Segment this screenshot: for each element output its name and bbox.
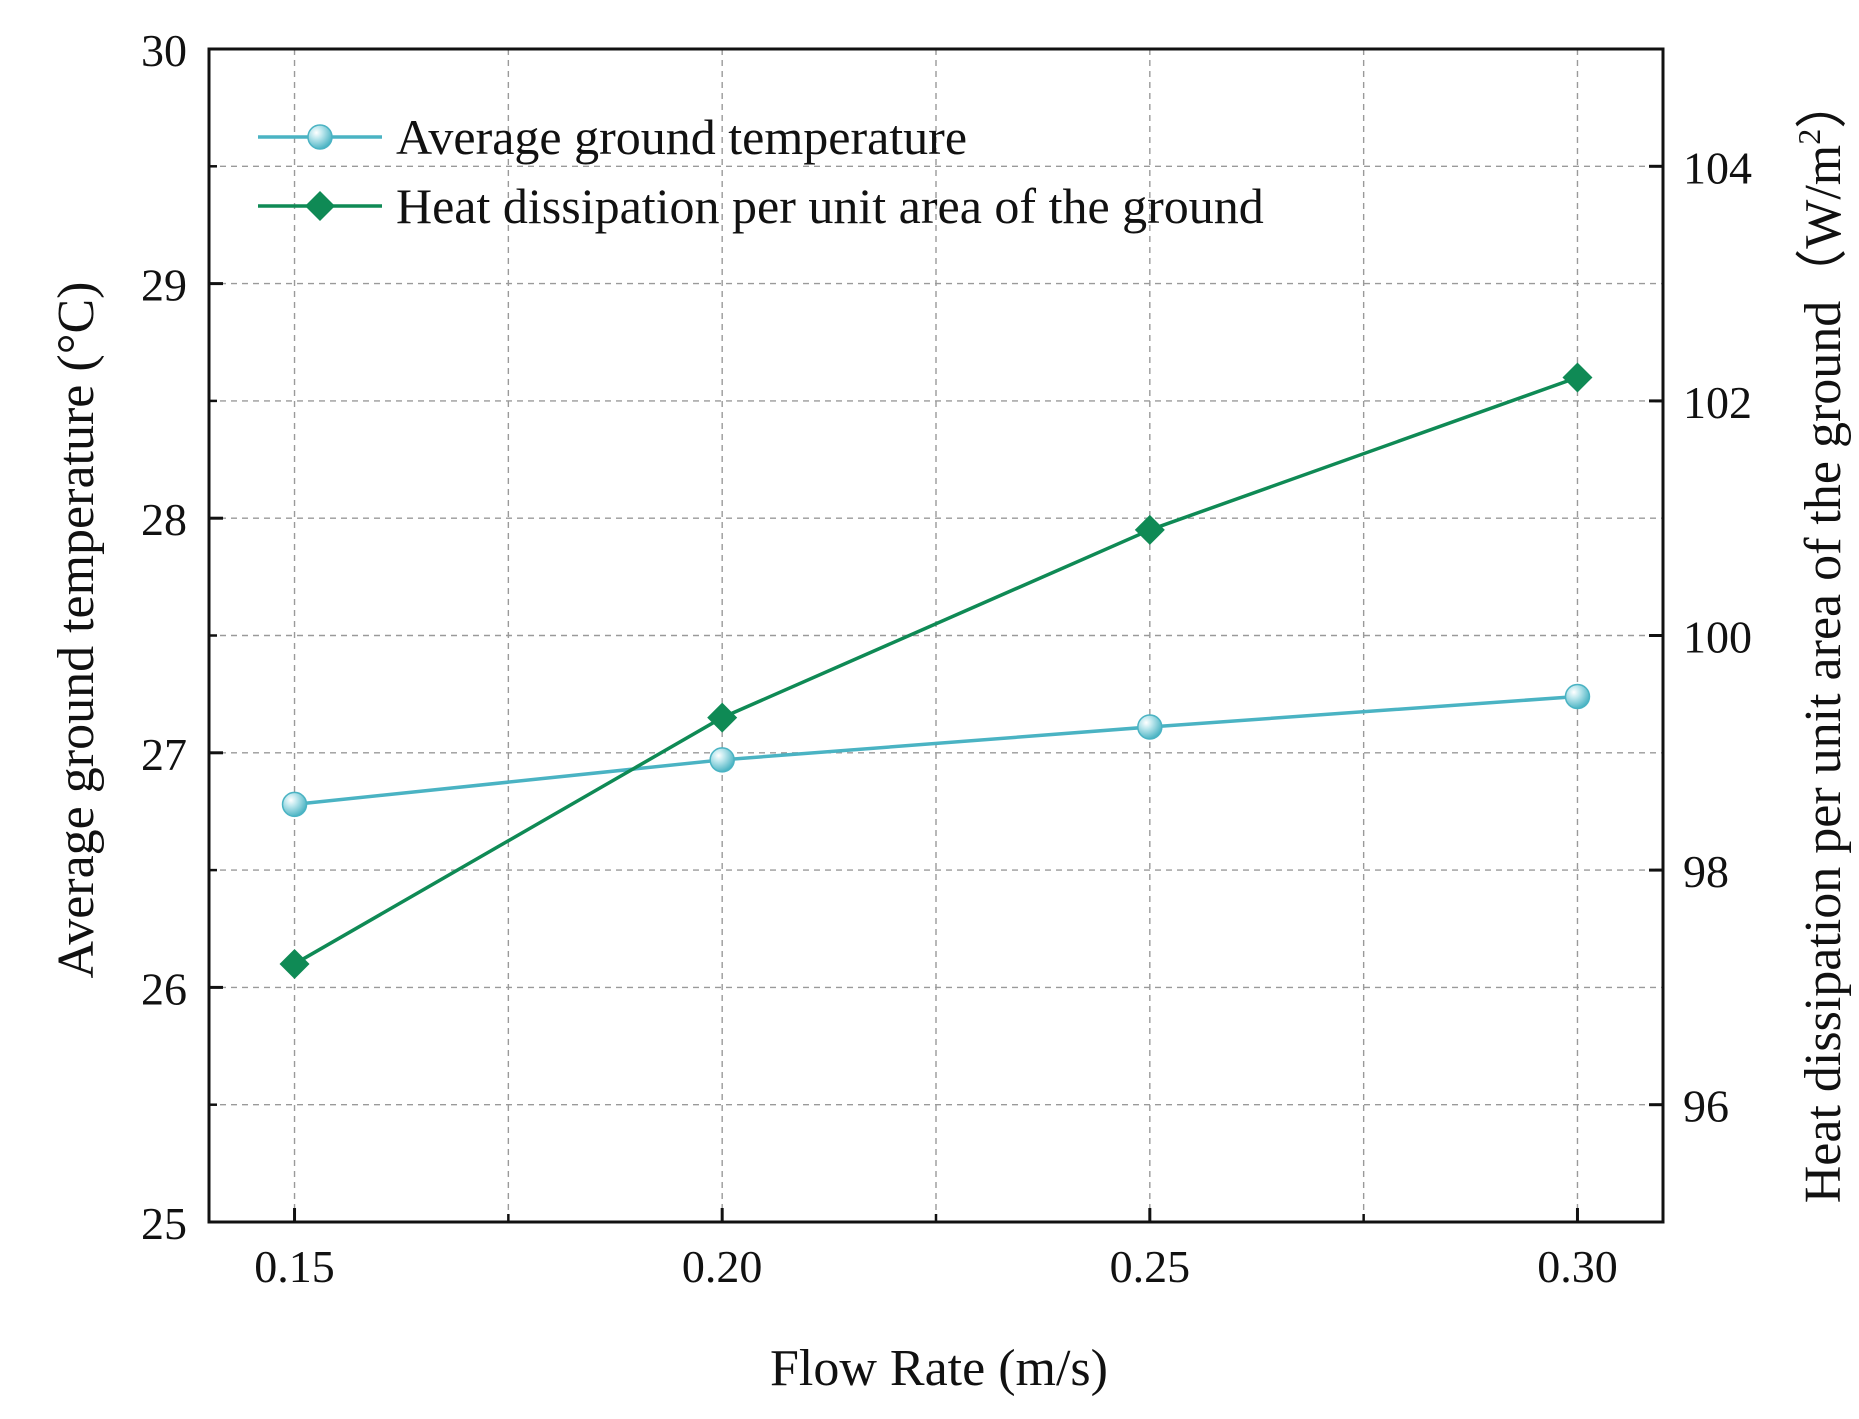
data-point — [279, 948, 310, 979]
right-tick-label: 102 — [1683, 377, 1752, 428]
x-axis-title: Flow Rate (m/s) — [770, 1340, 1108, 1397]
x-tick-label: 0.20 — [682, 1241, 763, 1292]
x-tick-label: 0.25 — [1110, 1241, 1191, 1292]
right-tick-label: 100 — [1683, 612, 1752, 663]
right-tick-label: 96 — [1683, 1081, 1729, 1132]
right-axis-title-superscript: 2 — [1791, 129, 1827, 145]
data-point — [281, 791, 308, 818]
data-point — [1137, 714, 1163, 740]
grid — [209, 49, 1663, 1222]
axis-labels: Flow Rate (m/s) Average ground temperatu… — [48, 77, 1852, 1397]
left-tick-label: 27 — [141, 729, 187, 780]
data-point — [707, 702, 738, 733]
legend-label: Average ground temperature — [396, 109, 967, 165]
x-tick-label: 0.30 — [1537, 1241, 1618, 1292]
right-tick-label: 104 — [1683, 142, 1752, 193]
left-axis-title: Average ground temperature (°C) — [48, 282, 105, 979]
series-line — [294, 694, 1578, 807]
right-axis-title-main: Heat dissipation per unit area of the gr… — [1795, 145, 1852, 1203]
right-axis-title-close: ） — [1795, 77, 1852, 129]
left-tick-label: 30 — [141, 25, 187, 76]
left-tick-label: 26 — [141, 963, 187, 1014]
legend-label: Heat dissipation per unit area of the gr… — [396, 178, 1264, 234]
left-tick-label: 29 — [141, 260, 187, 311]
x-tick-label: 0.15 — [254, 1241, 335, 1292]
legend-marker — [305, 191, 335, 221]
series-1 — [281, 683, 1591, 818]
series-layer — [279, 362, 1593, 979]
data-point — [1562, 362, 1593, 393]
series-line — [293, 375, 1579, 966]
left-tick-label: 25 — [141, 1198, 187, 1249]
data-point — [1564, 683, 1591, 710]
legend: Average ground temperature Heat dissipati… — [258, 109, 1264, 234]
legend-item: Average ground temperature — [258, 109, 967, 165]
data-point — [709, 747, 735, 773]
axis-ticks: 25 26 27 28 29 30 96 98 100 102 104 0.15 0.20 0.25 0.3… — [141, 25, 1752, 1292]
legend-marker — [307, 124, 333, 150]
legend-item: Heat dissipation per unit area of the gr… — [258, 178, 1264, 234]
right-axis-title: Heat dissipation per unit area of the gr… — [1791, 77, 1852, 1204]
data-point — [1134, 514, 1165, 545]
right-tick-label: 98 — [1683, 846, 1729, 897]
left-tick-label: 28 — [141, 494, 187, 545]
series-2 — [279, 362, 1593, 979]
